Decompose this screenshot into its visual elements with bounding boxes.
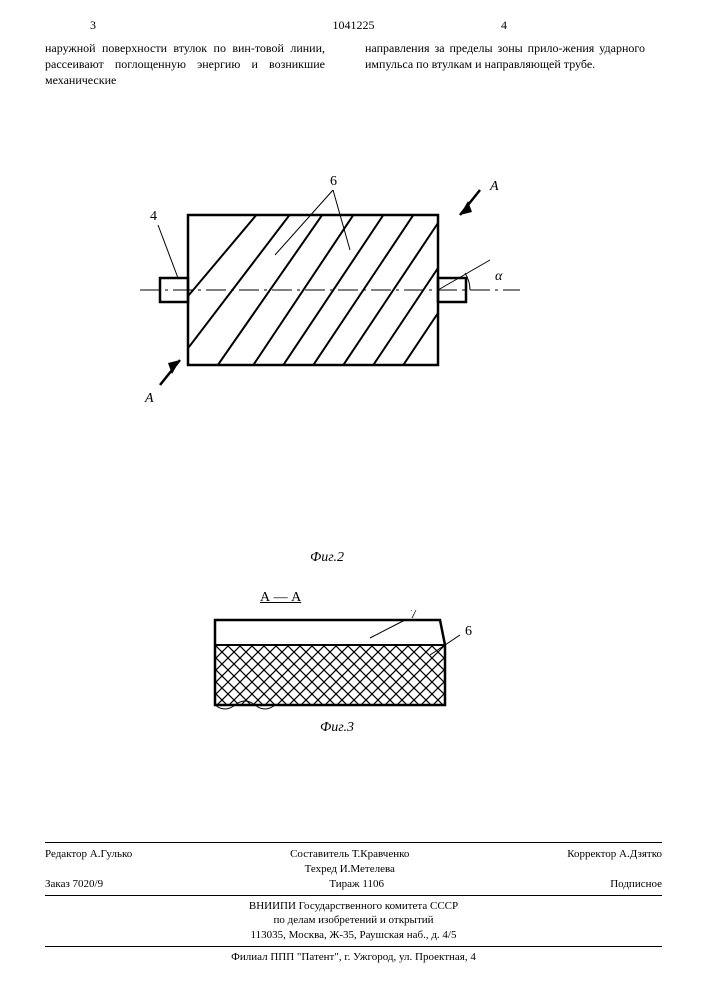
figure-2: 4 6 А А α <box>0 160 707 410</box>
fig2-label-6: 6 <box>330 174 337 189</box>
figure-3-caption: Фиг.3 <box>320 720 354 736</box>
order-number: Заказ 7020/9 <box>45 877 103 892</box>
page-number-right: 4 <box>501 18 507 33</box>
section-arrow-top: А <box>460 179 499 215</box>
org-line-1: ВНИИПИ Государственного комитета СССР <box>249 900 458 912</box>
angle-alpha: α <box>438 260 503 290</box>
svg-text:А: А <box>489 179 499 194</box>
section-a-a-label: А — А <box>260 590 301 606</box>
section-arrow-bottom: А <box>144 360 180 406</box>
svg-text:А: А <box>144 391 154 406</box>
editor-credit: Редактор А.Гулько <box>45 847 132 877</box>
tirazh: Тираж 1106 <box>329 877 384 892</box>
compiler-credit: Составитель Т.Кравченко <box>290 848 409 860</box>
figure-2-caption: Фиг.2 <box>310 550 344 566</box>
figure-3: 7 6 <box>0 610 707 760</box>
fig3-label-7: 7 <box>410 610 417 622</box>
branch: Филиал ППП "Патент", г. Ужгород, ул. Про… <box>231 951 476 963</box>
body-text-right-column: направления за пределы зоны прило-жения … <box>365 40 645 72</box>
corrector-credit: Корректор А.Дзятко <box>567 847 662 877</box>
subscription: Подписное <box>610 877 662 892</box>
body-text-left-column: наружной поверхности втулок по вин-товой… <box>45 40 325 89</box>
page-number-left: 3 <box>90 18 96 33</box>
footer: Редактор А.Гулько Составитель Т.Кравченк… <box>45 842 662 965</box>
address: 113035, Москва, Ж-35, Раушская наб., д. … <box>251 929 457 941</box>
svg-text:α: α <box>495 269 503 284</box>
techred-credit: Техред И.Метелева <box>305 863 395 875</box>
document-number: 1041225 <box>333 18 375 33</box>
org-line-2: по делам изобретений и открытий <box>273 914 433 926</box>
fig2-label-4: 4 <box>150 209 157 224</box>
fig3-label-6: 6 <box>465 624 472 639</box>
